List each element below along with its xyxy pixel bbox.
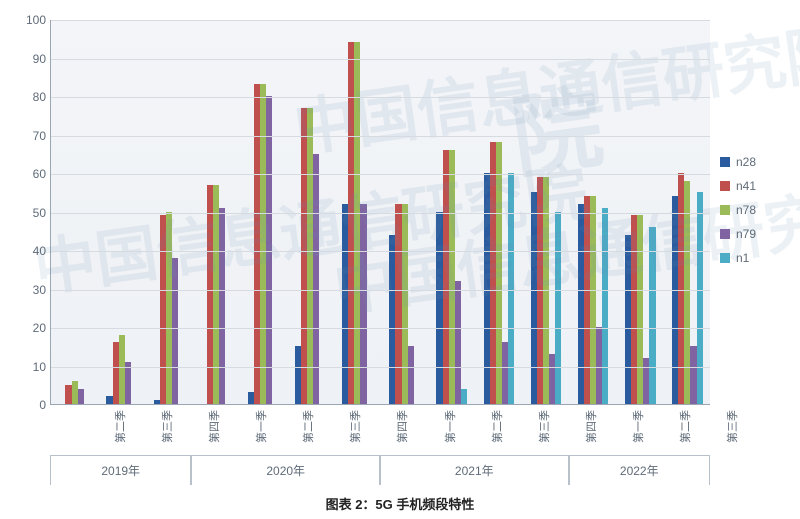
year-group-label: 2021年	[455, 462, 494, 479]
bar-n79	[219, 208, 225, 404]
gridline	[51, 328, 710, 329]
x-tick-label: 第一季	[442, 410, 458, 443]
bar-n1	[555, 212, 561, 405]
bar-n79	[360, 204, 366, 404]
legend-swatch	[720, 181, 730, 191]
bar-n79	[266, 96, 272, 404]
legend-swatch	[720, 205, 730, 215]
year-group-label: 2019年	[101, 462, 140, 479]
legend-label: n79	[736, 227, 756, 241]
bar-n79	[78, 389, 84, 404]
bar-n79	[455, 281, 461, 404]
y-tick-label: 0	[18, 398, 46, 412]
y-tick-label: 70	[18, 129, 46, 143]
bar-n79	[172, 258, 178, 404]
bar-n1	[508, 173, 514, 404]
y-tick-label: 20	[18, 321, 46, 335]
x-tick-label: 第三季	[347, 410, 363, 443]
x-tick-label: 第四季	[583, 410, 599, 443]
x-tick-label: 第四季	[394, 410, 410, 443]
legend-swatch	[720, 253, 730, 263]
x-tick-label: 第二季	[489, 410, 505, 443]
year-group-label: 2020年	[266, 462, 305, 479]
legend-label: n78	[736, 203, 756, 217]
x-tick-label: 第二季	[677, 410, 693, 443]
gridline	[51, 174, 710, 175]
year-group: 2022年	[569, 455, 710, 485]
x-tick-label: 第三季	[159, 410, 175, 443]
y-tick-label: 100	[18, 13, 46, 27]
legend-swatch	[720, 229, 730, 239]
legend-item-n79: n79	[720, 227, 756, 241]
gridline	[51, 20, 710, 21]
y-tick-label: 80	[18, 90, 46, 104]
legend-item-n78: n78	[720, 203, 756, 217]
bar-n79	[125, 362, 131, 404]
legend-item-n28: n28	[720, 155, 756, 169]
y-tick-label: 10	[18, 360, 46, 374]
bar-n1	[461, 389, 467, 404]
year-group-label: 2022年	[620, 462, 659, 479]
x-tick-label: 第一季	[253, 410, 269, 443]
legend-label: n1	[736, 251, 749, 265]
gridline	[51, 213, 710, 214]
gridline	[51, 97, 710, 98]
bar-n1	[649, 227, 655, 404]
x-tick-label: 第二季	[112, 410, 128, 443]
legend: n28 n41 n78 n79 n1	[720, 155, 756, 275]
gridline	[51, 59, 710, 60]
y-tick-label: 30	[18, 283, 46, 297]
year-group: 2019年	[50, 455, 191, 485]
year-group: 2021年	[380, 455, 569, 485]
legend-item-n41: n41	[720, 179, 756, 193]
y-tick-label: 60	[18, 167, 46, 181]
gridline	[51, 251, 710, 252]
y-tick-label: 40	[18, 244, 46, 258]
bar-n1	[697, 192, 703, 404]
plot-area: 中国信息通信研究院 中国信息通信研究院 中国信息通信研究院 院	[50, 20, 710, 405]
chart-container: 中国信息通信研究院 中国信息通信研究院 中国信息通信研究院 院 n28 n41 n7…	[0, 0, 800, 519]
x-tick-label: 第二季	[300, 410, 316, 443]
x-tick-label: 第三季	[724, 410, 740, 443]
x-tick-label: 第三季	[536, 410, 552, 443]
chart-caption: 图表 2：5G 手机频段特性	[0, 494, 800, 513]
y-tick-label: 50	[18, 206, 46, 220]
gridline	[51, 290, 710, 291]
legend-label: n28	[736, 155, 756, 169]
x-tick-label: 第一季	[630, 410, 646, 443]
x-tick-label: 第四季	[206, 410, 222, 443]
gridline	[51, 136, 710, 137]
y-tick-label: 90	[18, 52, 46, 66]
legend-swatch	[720, 157, 730, 167]
gridline	[51, 367, 710, 368]
legend-item-n1: n1	[720, 251, 756, 265]
bar-n79	[408, 346, 414, 404]
bar-n1	[602, 208, 608, 404]
year-group: 2020年	[191, 455, 380, 485]
legend-label: n41	[736, 179, 756, 193]
